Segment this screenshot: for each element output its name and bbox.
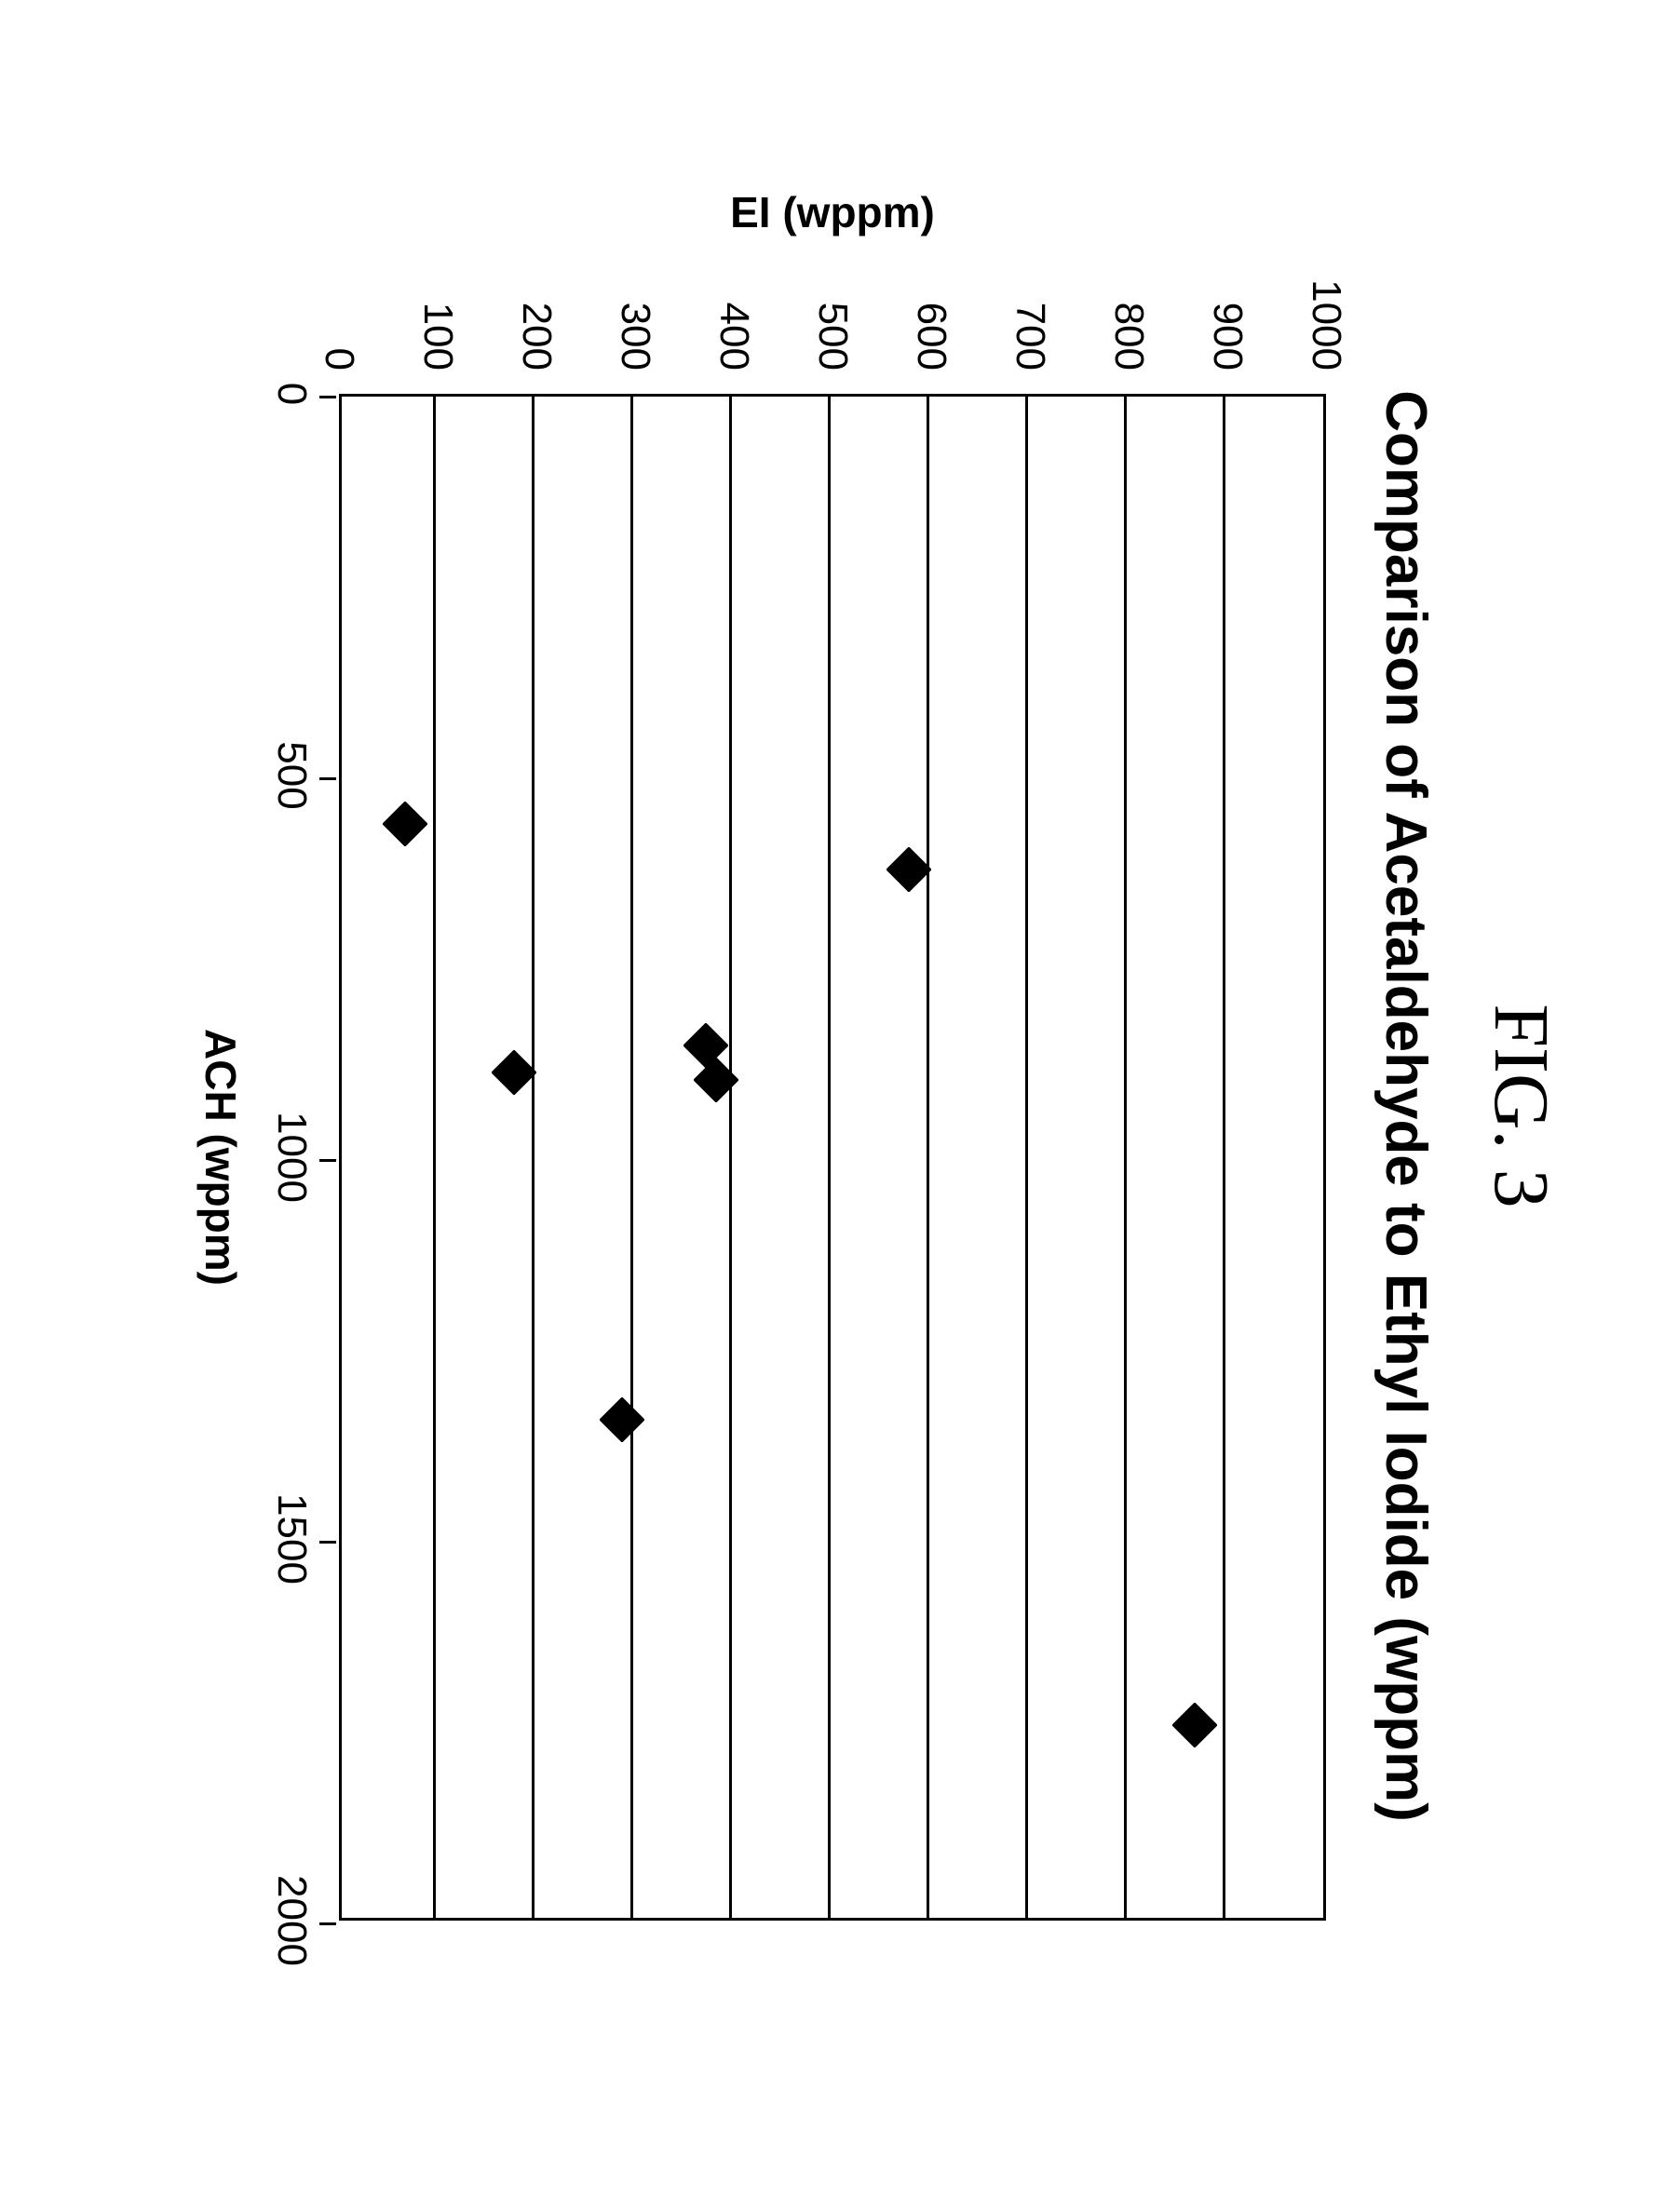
y-tick-label: 800	[1105, 152, 1152, 371]
x-tick	[319, 1541, 336, 1544]
data-point	[492, 1050, 536, 1095]
y-tick-label: 500	[809, 152, 856, 371]
data-point	[383, 802, 427, 846]
y-tick-label: 100	[414, 152, 461, 371]
x-tick-label: 500	[268, 741, 315, 809]
gridline-h	[1224, 397, 1226, 1918]
y-tick-label: 0	[316, 152, 362, 371]
gridline-h	[631, 397, 634, 1918]
y-tick-label: 900	[1204, 152, 1251, 371]
data-point	[886, 847, 931, 892]
chart-stage: 0100200300400500600700800900100005001000…	[134, 152, 1345, 2060]
plot-area	[339, 394, 1326, 1921]
gridline-h	[1026, 397, 1029, 1918]
y-tick-label: 200	[513, 152, 560, 371]
x-tick	[319, 1159, 336, 1162]
y-tick-label: 400	[710, 152, 757, 371]
y-tick-label: 300	[612, 152, 658, 371]
x-tick-label: 1000	[268, 1112, 315, 1203]
figure-label: FIG. 3	[1476, 0, 1566, 2212]
data-point	[694, 1058, 738, 1102]
data-point	[600, 1397, 644, 1442]
y-tick-label: 700	[1007, 152, 1053, 371]
gridline-h	[533, 397, 535, 1918]
y-tick-label: 1000	[1303, 152, 1349, 371]
gridline-h	[730, 397, 733, 1918]
gridline-h	[434, 397, 437, 1918]
x-tick-label: 0	[268, 383, 315, 405]
x-tick	[319, 1922, 336, 1925]
x-tick	[319, 396, 336, 398]
x-tick	[319, 777, 336, 780]
chart-title: Comparison of Acetaldehyde to Ethyl Iodi…	[1373, 0, 1439, 2212]
gridline-h	[1125, 397, 1128, 1918]
y-axis-label: EI (wppm)	[730, 187, 935, 237]
x-tick-label: 1500	[268, 1493, 315, 1585]
gridline-h	[829, 397, 832, 1918]
y-tick-label: 600	[908, 152, 954, 371]
rotated-wrapper: FIG. 3 Comparison of Acetaldehyde to Eth…	[0, 0, 1678, 2212]
x-axis-label: ACH (wppm)	[196, 1029, 246, 1286]
gridline-h	[927, 397, 930, 1918]
data-point	[1172, 1703, 1217, 1747]
x-tick-label: 2000	[268, 1875, 315, 1966]
